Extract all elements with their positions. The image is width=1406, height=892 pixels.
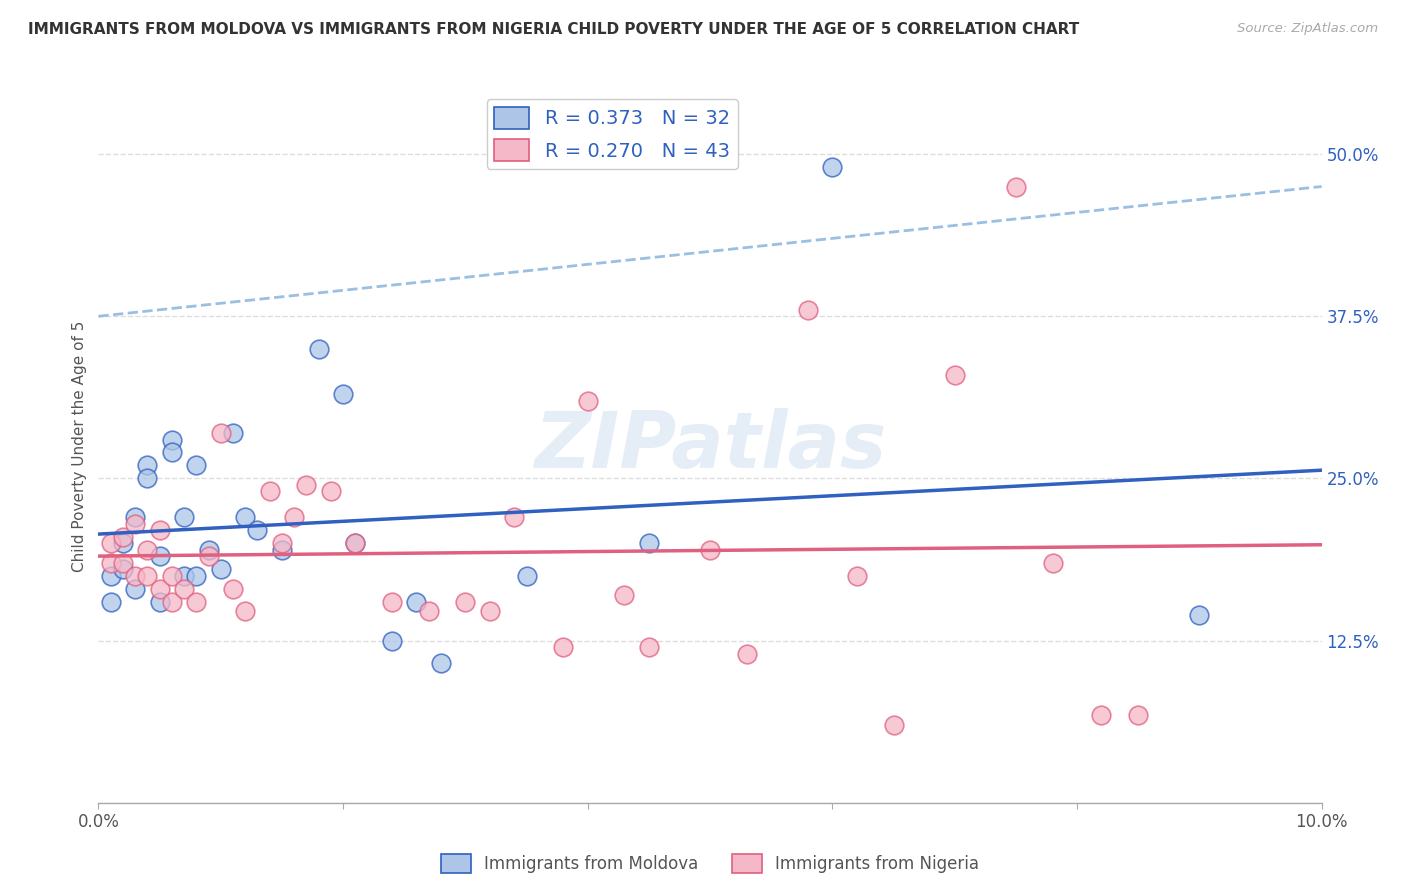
Point	[160, 568, 183, 582]
Point	[344, 536, 367, 550]
Point	[553, 640, 575, 654]
Point	[943, 368, 966, 382]
Point	[111, 536, 134, 550]
Point	[149, 582, 172, 596]
Point	[149, 524, 172, 538]
Point	[344, 536, 367, 550]
Point	[233, 604, 256, 618]
Point	[186, 595, 208, 609]
Point	[1188, 607, 1211, 622]
Point	[173, 568, 195, 582]
Point	[821, 160, 844, 174]
Point	[332, 387, 354, 401]
Point	[883, 718, 905, 732]
Point	[160, 433, 183, 447]
Point	[149, 549, 172, 564]
Point	[613, 588, 636, 602]
Point	[111, 562, 134, 576]
Point	[430, 656, 453, 670]
Point	[233, 510, 256, 524]
Point	[699, 542, 721, 557]
Point	[111, 556, 134, 570]
Point	[246, 524, 269, 538]
Point	[124, 510, 146, 524]
Point	[295, 478, 318, 492]
Point	[270, 542, 292, 557]
Point	[100, 595, 122, 609]
Point	[100, 568, 122, 582]
Point	[516, 568, 538, 582]
Point	[845, 568, 868, 582]
Point	[503, 510, 526, 524]
Point	[136, 542, 159, 557]
Point	[222, 582, 245, 596]
Text: ZIPatlas: ZIPatlas	[534, 408, 886, 484]
Legend: Immigrants from Moldova, Immigrants from Nigeria: Immigrants from Moldova, Immigrants from…	[434, 847, 986, 880]
Point	[209, 425, 232, 440]
Point	[124, 568, 146, 582]
Point	[209, 562, 232, 576]
Point	[283, 510, 305, 524]
Point	[1128, 707, 1150, 722]
Point	[1004, 179, 1026, 194]
Point	[1090, 707, 1112, 722]
Point	[259, 484, 281, 499]
Point	[270, 536, 292, 550]
Point	[197, 549, 219, 564]
Point	[735, 647, 758, 661]
Point	[160, 445, 183, 459]
Point	[222, 425, 245, 440]
Point	[478, 604, 501, 618]
Point	[381, 595, 404, 609]
Point	[111, 530, 134, 544]
Point	[319, 484, 342, 499]
Point	[637, 536, 661, 550]
Text: Source: ZipAtlas.com: Source: ZipAtlas.com	[1237, 22, 1378, 36]
Point	[637, 640, 661, 654]
Point	[173, 510, 195, 524]
Point	[124, 516, 146, 531]
Point	[418, 604, 440, 618]
Point	[124, 582, 146, 596]
Point	[454, 595, 477, 609]
Point	[308, 342, 330, 356]
Point	[160, 595, 183, 609]
Point	[405, 595, 427, 609]
Point	[197, 542, 219, 557]
Point	[136, 471, 159, 485]
Point	[136, 458, 159, 473]
Point	[1042, 556, 1064, 570]
Point	[186, 568, 208, 582]
Point	[576, 393, 599, 408]
Point	[149, 595, 172, 609]
Point	[100, 536, 122, 550]
Point	[797, 302, 820, 317]
Text: IMMIGRANTS FROM MOLDOVA VS IMMIGRANTS FROM NIGERIA CHILD POVERTY UNDER THE AGE O: IMMIGRANTS FROM MOLDOVA VS IMMIGRANTS FR…	[28, 22, 1080, 37]
Y-axis label: Child Poverty Under the Age of 5: Child Poverty Under the Age of 5	[72, 320, 87, 572]
Point	[136, 568, 159, 582]
Point	[173, 582, 195, 596]
Point	[381, 633, 404, 648]
Point	[186, 458, 208, 473]
Point	[100, 556, 122, 570]
